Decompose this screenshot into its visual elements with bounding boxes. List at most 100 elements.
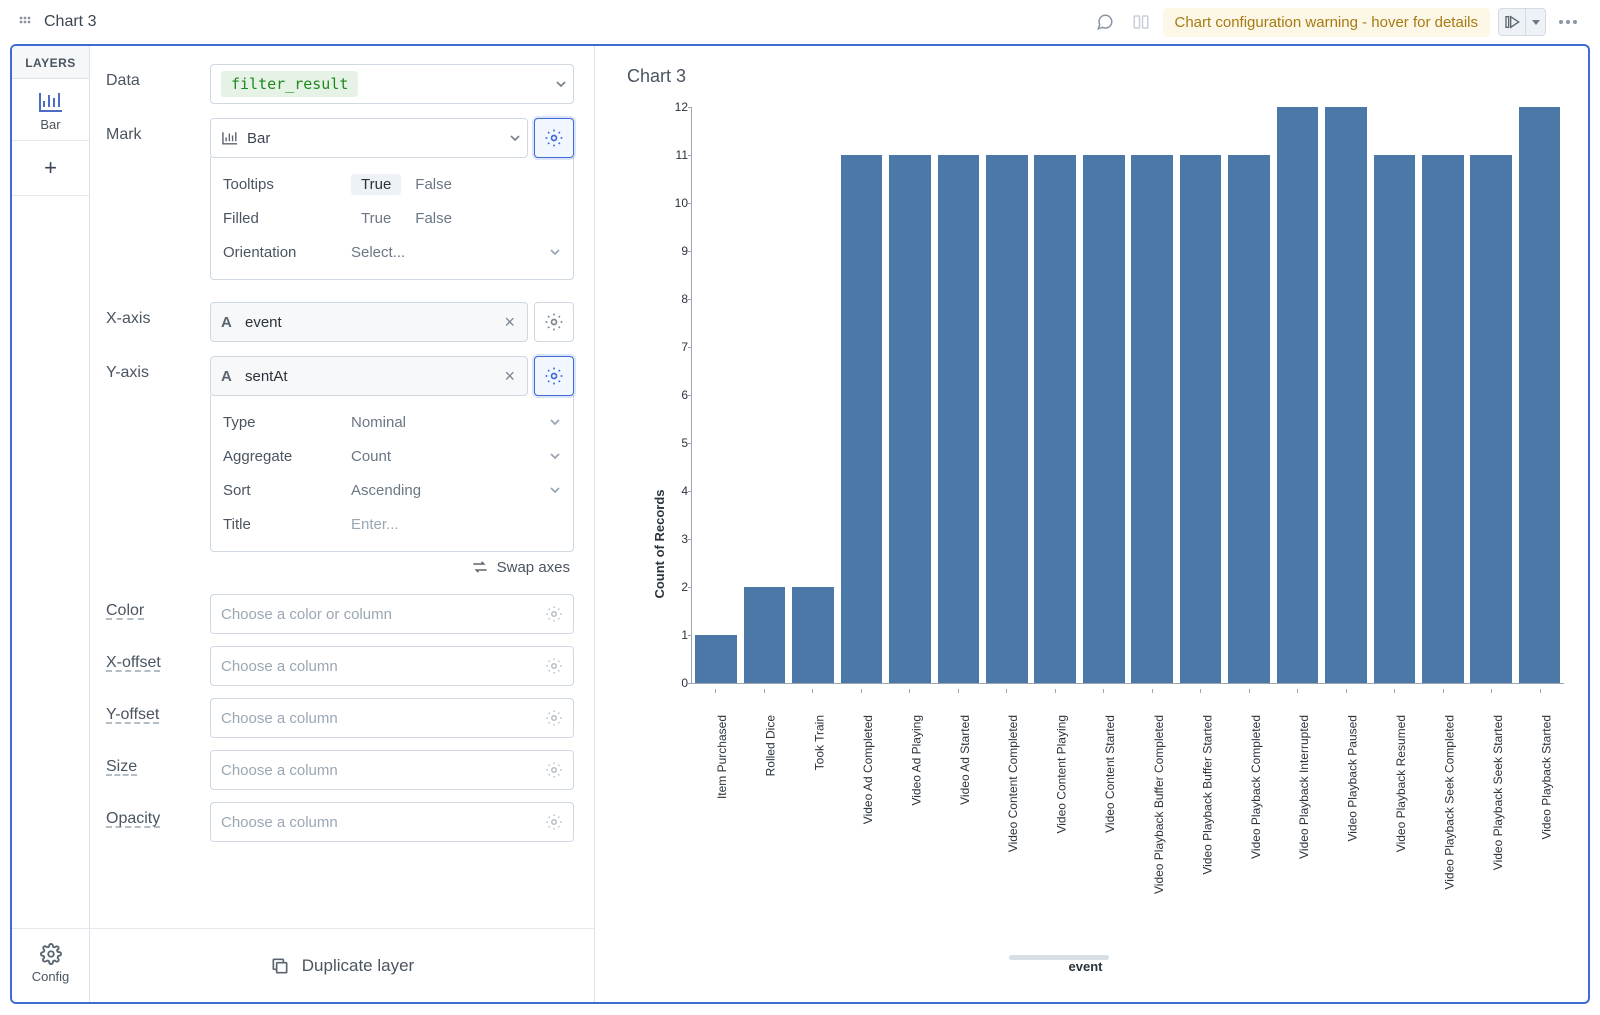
encoding-select-opacity[interactable]: Choose a column bbox=[210, 802, 574, 842]
encoding-select-size[interactable]: Choose a column bbox=[210, 750, 574, 790]
yaxis-type-value: Nominal bbox=[351, 414, 406, 431]
chart-bar[interactable] bbox=[744, 587, 786, 683]
config-label: Config bbox=[32, 969, 70, 984]
chart-bar[interactable] bbox=[841, 155, 883, 683]
duplicate-layer-button[interactable]: Duplicate layer bbox=[90, 928, 594, 1002]
filled-true[interactable]: True bbox=[351, 208, 401, 229]
orientation-select[interactable]: Select... bbox=[351, 244, 561, 261]
yaxis-settings-button[interactable] bbox=[534, 356, 574, 396]
text-type-icon: A bbox=[221, 368, 237, 385]
xaxis-field-name: event bbox=[245, 314, 282, 331]
chart-bar[interactable] bbox=[1519, 107, 1561, 683]
chart-bar[interactable] bbox=[1374, 155, 1416, 683]
encoding-placeholder: Choose a column bbox=[221, 658, 338, 675]
chart-bar[interactable] bbox=[889, 155, 931, 683]
tooltips-toggle[interactable]: True False bbox=[351, 174, 462, 195]
encoding-label-color[interactable]: Color bbox=[106, 594, 196, 620]
y-tick-label: 3 bbox=[662, 532, 688, 546]
xaxis-settings-button[interactable] bbox=[534, 302, 574, 342]
config-button[interactable]: Config bbox=[12, 928, 89, 1002]
encoding-placeholder: Choose a color or column bbox=[221, 606, 392, 623]
y-tick-label: 5 bbox=[662, 436, 688, 450]
y-tick-label: 4 bbox=[662, 484, 688, 498]
x-tick-label: Video Playback Seek Started bbox=[1491, 715, 1505, 870]
x-tick-label: Video Content Completed bbox=[1006, 715, 1020, 852]
clear-yaxis-button[interactable]: × bbox=[498, 366, 521, 387]
layers-header: LAYERS bbox=[12, 46, 89, 79]
run-menu-caret[interactable] bbox=[1526, 8, 1546, 36]
y-tick-label: 11 bbox=[662, 148, 688, 162]
warning-banner[interactable]: Chart configuration warning - hover for … bbox=[1163, 8, 1491, 37]
y-tick-label: 12 bbox=[662, 100, 688, 114]
filled-toggle[interactable]: True False bbox=[351, 208, 462, 229]
add-layer-button[interactable]: + bbox=[12, 141, 89, 196]
chevron-down-icon bbox=[549, 246, 561, 258]
encoding-placeholder: Choose a column bbox=[221, 710, 338, 727]
more-menu-icon[interactable] bbox=[1554, 8, 1582, 36]
encoding-label-x-offset[interactable]: X-offset bbox=[106, 646, 196, 672]
xaxis-field[interactable]: A event × bbox=[210, 302, 528, 342]
chart-bar[interactable] bbox=[1470, 155, 1512, 683]
encoding-label-y-offset[interactable]: Y-offset bbox=[106, 698, 196, 724]
x-tick-label: Video Playback Resumed bbox=[1394, 715, 1408, 852]
chart-bar[interactable] bbox=[1422, 155, 1464, 683]
swap-axes-label: Swap axes bbox=[497, 559, 570, 576]
yaxis-field[interactable]: A sentAt × bbox=[210, 356, 528, 396]
y-tick-label: 6 bbox=[662, 388, 688, 402]
split-view-icon[interactable] bbox=[1127, 8, 1155, 36]
yaxis-field-name: sentAt bbox=[245, 368, 288, 385]
chevron-down-icon bbox=[555, 78, 567, 90]
x-tick-label: Video Playback Buffer Completed bbox=[1152, 715, 1166, 894]
chart-plot-area: 0123456789101112 bbox=[691, 107, 1564, 684]
encoding-select-x-offset[interactable]: Choose a column bbox=[210, 646, 574, 686]
layer-item-bar[interactable]: Bar bbox=[12, 79, 89, 141]
y-tick-label: 9 bbox=[662, 244, 688, 258]
gear-icon bbox=[545, 709, 563, 727]
tooltips-false[interactable]: False bbox=[405, 174, 462, 195]
xaxis-label: X-axis bbox=[106, 302, 196, 328]
chart-bar[interactable] bbox=[1083, 155, 1125, 683]
filled-false[interactable]: False bbox=[405, 208, 462, 229]
mark-settings-button[interactable] bbox=[534, 118, 574, 158]
swap-axes-button[interactable]: Swap axes bbox=[471, 558, 570, 576]
chart-bar[interactable] bbox=[792, 587, 834, 683]
x-tick-label: Video Playback Buffer Started bbox=[1200, 715, 1214, 875]
x-axis-title: event bbox=[1069, 959, 1103, 974]
chart-bar[interactable] bbox=[1131, 155, 1173, 683]
text-type-icon: A bbox=[221, 314, 237, 331]
run-button[interactable] bbox=[1498, 8, 1526, 36]
y-tick-label: 8 bbox=[662, 292, 688, 306]
comment-icon[interactable] bbox=[1091, 8, 1119, 36]
chart-bar[interactable] bbox=[1034, 155, 1076, 683]
gear-icon bbox=[40, 943, 62, 965]
chart-bar[interactable] bbox=[1228, 155, 1270, 683]
chart-bar[interactable] bbox=[938, 155, 980, 683]
mark-select[interactable]: Bar bbox=[210, 118, 528, 158]
chart-bar[interactable] bbox=[1277, 107, 1319, 683]
mark-value: Bar bbox=[247, 130, 270, 147]
duplicate-label: Duplicate layer bbox=[302, 956, 414, 976]
yaxis-agg-select[interactable]: Count bbox=[351, 448, 561, 465]
encoding-label-opacity[interactable]: Opacity bbox=[106, 802, 196, 828]
yaxis-title-input[interactable]: Enter... bbox=[351, 516, 561, 533]
encoding-label-size[interactable]: Size bbox=[106, 750, 196, 776]
y-tick-label: 2 bbox=[662, 580, 688, 594]
chart-bar[interactable] bbox=[695, 635, 737, 683]
x-tick-label: Video Playback Completed bbox=[1249, 715, 1263, 859]
drag-handle-icon[interactable] bbox=[18, 15, 36, 29]
tooltips-true[interactable]: True bbox=[351, 174, 401, 195]
yaxis-sort-label: Sort bbox=[223, 482, 341, 499]
yaxis-agg-value: Count bbox=[351, 448, 391, 465]
chart-bar[interactable] bbox=[1325, 107, 1367, 683]
encoding-select-y-offset[interactable]: Choose a column bbox=[210, 698, 574, 738]
chevron-down-icon bbox=[509, 132, 521, 144]
yaxis-sort-select[interactable]: Ascending bbox=[351, 482, 561, 499]
clear-xaxis-button[interactable]: × bbox=[498, 312, 521, 333]
chart-bar[interactable] bbox=[986, 155, 1028, 683]
x-tick-label: Item Purchased bbox=[715, 715, 729, 799]
data-select[interactable]: filter_result bbox=[210, 64, 574, 104]
orientation-placeholder: Select... bbox=[351, 244, 405, 261]
encoding-select-color[interactable]: Choose a color or column bbox=[210, 594, 574, 634]
yaxis-type-select[interactable]: Nominal bbox=[351, 414, 561, 431]
chart-bar[interactable] bbox=[1180, 155, 1222, 683]
